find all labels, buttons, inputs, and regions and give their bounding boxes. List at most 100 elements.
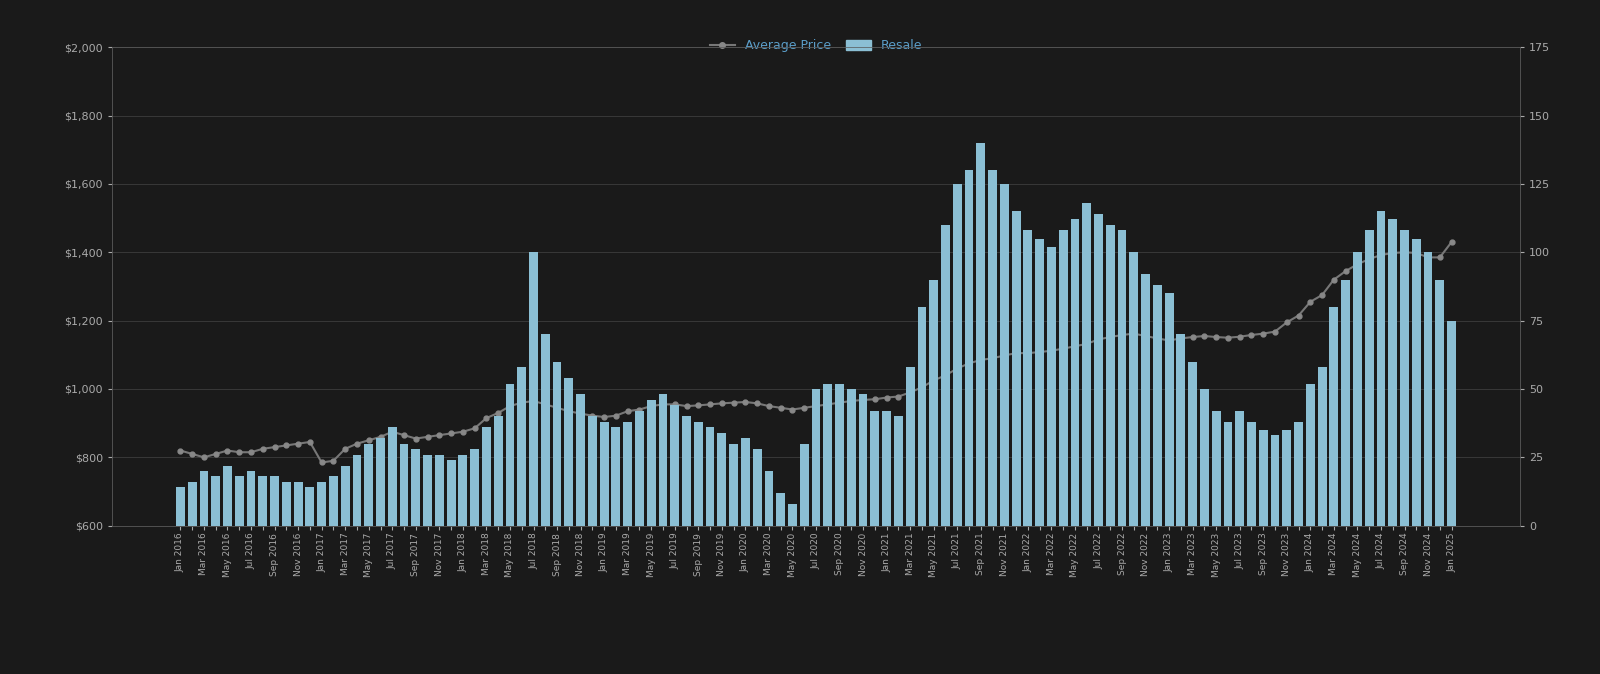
Bar [1400, 231, 1410, 526]
Bar [422, 455, 432, 526]
Bar [506, 384, 514, 526]
Bar [694, 422, 702, 526]
Bar [1446, 321, 1456, 526]
Bar [258, 477, 267, 526]
Bar [446, 460, 456, 526]
Bar [824, 384, 832, 526]
Bar [376, 438, 386, 526]
Bar [1330, 307, 1338, 526]
Bar [352, 455, 362, 526]
Bar [530, 252, 538, 526]
Bar [1094, 214, 1102, 526]
Bar [1059, 231, 1067, 526]
Bar [906, 367, 915, 526]
Bar [1270, 435, 1280, 526]
Bar [989, 171, 997, 526]
Bar [846, 389, 856, 526]
Bar [482, 427, 491, 526]
Bar [541, 334, 550, 526]
Bar [1424, 252, 1432, 526]
Bar [600, 422, 608, 526]
Bar [1235, 411, 1245, 526]
Bar [941, 225, 950, 526]
Bar [706, 427, 715, 526]
Bar [1318, 367, 1326, 526]
Bar [387, 427, 397, 526]
Bar [659, 394, 667, 526]
Bar [565, 378, 573, 526]
Bar [811, 389, 821, 526]
Bar [1035, 239, 1045, 526]
Bar [1011, 211, 1021, 526]
Bar [1354, 252, 1362, 526]
Bar [517, 367, 526, 526]
Bar [859, 394, 867, 526]
Bar [1024, 231, 1032, 526]
Bar [1435, 280, 1445, 526]
Bar [624, 422, 632, 526]
Bar [470, 449, 478, 526]
Bar [635, 411, 643, 526]
Bar [1211, 411, 1221, 526]
Bar [682, 417, 691, 526]
Bar [435, 455, 443, 526]
Bar [187, 482, 197, 526]
Bar [717, 433, 726, 526]
Bar [211, 477, 221, 526]
Bar [1224, 422, 1232, 526]
Bar [330, 477, 338, 526]
Bar [294, 482, 302, 526]
Bar [1000, 184, 1008, 526]
Bar [1306, 384, 1315, 526]
Bar [246, 471, 256, 526]
Bar [800, 443, 808, 526]
Bar [235, 477, 243, 526]
Bar [646, 400, 656, 526]
Bar [1165, 293, 1173, 526]
Bar [1082, 203, 1091, 526]
Bar [776, 493, 786, 526]
Bar [954, 184, 962, 526]
Bar [1246, 422, 1256, 526]
Bar [752, 449, 762, 526]
Bar [1141, 274, 1150, 526]
Bar [459, 455, 467, 526]
Bar [576, 394, 586, 526]
Bar [1118, 231, 1126, 526]
Bar [317, 482, 326, 526]
Bar [976, 143, 986, 526]
Bar [1389, 220, 1397, 526]
Bar [1130, 252, 1138, 526]
Bar [1341, 280, 1350, 526]
Legend: Average Price, Resale: Average Price, Resale [704, 34, 928, 57]
Bar [882, 411, 891, 526]
Bar [1200, 389, 1210, 526]
Bar [176, 487, 186, 526]
Bar [587, 417, 597, 526]
Bar [730, 443, 738, 526]
Bar [611, 427, 621, 526]
Bar [741, 438, 750, 526]
Bar [965, 171, 973, 526]
Bar [365, 443, 373, 526]
Bar [552, 362, 562, 526]
Bar [1294, 422, 1302, 526]
Bar [870, 411, 880, 526]
Bar [1365, 231, 1374, 526]
Bar [200, 471, 208, 526]
Bar [1106, 225, 1115, 526]
Bar [1189, 362, 1197, 526]
Bar [894, 417, 902, 526]
Bar [930, 280, 938, 526]
Bar [411, 449, 421, 526]
Bar [835, 384, 843, 526]
Bar [222, 466, 232, 526]
Bar [670, 405, 678, 526]
Bar [1282, 430, 1291, 526]
Bar [282, 482, 291, 526]
Bar [765, 471, 773, 526]
Bar [1070, 220, 1080, 526]
Bar [917, 307, 926, 526]
Bar [306, 487, 314, 526]
Bar [1259, 430, 1267, 526]
